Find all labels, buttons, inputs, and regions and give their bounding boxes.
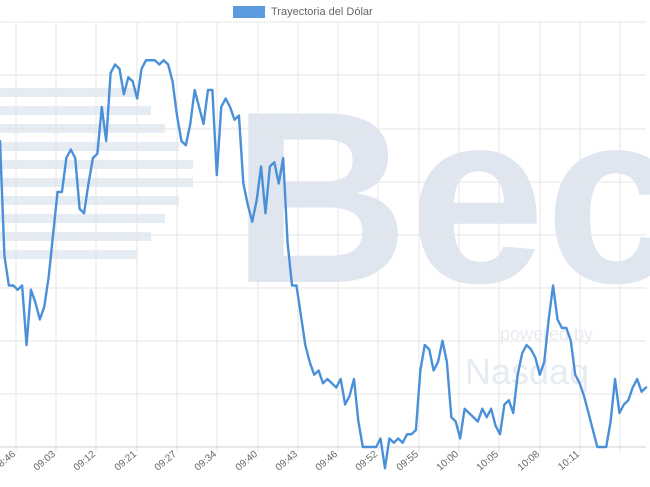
watermark-stripe <box>0 214 165 223</box>
watermark-text: Bec <box>232 60 650 334</box>
legend[interactable]: Trayectoria del Dólar <box>233 4 373 20</box>
watermark-stripe <box>0 88 137 97</box>
legend-swatch <box>233 6 265 18</box>
watermark-stripe <box>0 250 137 259</box>
watermark-stripe <box>0 196 179 205</box>
x-tick-label: 09:21 <box>113 449 140 474</box>
watermark-brand: Nasdaq <box>465 351 589 392</box>
watermark-stripe <box>0 232 151 241</box>
x-tick-label: 09:12 <box>72 449 99 474</box>
grid <box>0 21 646 452</box>
legend-label: Trayectoria del Dólar <box>271 6 373 18</box>
x-tick-label: 09:52 <box>354 449 381 474</box>
x-tick-label: 10:05 <box>475 449 502 474</box>
x-tick-label: 09:55 <box>395 449 422 474</box>
x-tick-label: 09:43 <box>274 449 301 474</box>
x-tick-label: 09:03 <box>32 449 59 474</box>
x-tick-label: 10:11 <box>556 449 582 473</box>
x-tick-label: 09:40 <box>234 449 261 474</box>
series-group <box>0 59 648 470</box>
series-line <box>0 59 648 470</box>
x-tick-label: 09:27 <box>153 449 180 474</box>
x-axis: 08:46 09:03 09:12 09:21 09:27 09:34 09:40 09:43… <box>0 449 582 474</box>
x-tick-label: 09:34 <box>193 449 220 474</box>
watermark-stripe <box>0 142 179 151</box>
x-tick-label: 10:00 <box>435 449 462 474</box>
x-tick-label: 09:46 <box>314 449 341 474</box>
x-tick-label: 10:08 <box>516 449 543 474</box>
x-tick-label: 08:46 <box>0 449 18 474</box>
watermark-stripe <box>0 106 151 115</box>
